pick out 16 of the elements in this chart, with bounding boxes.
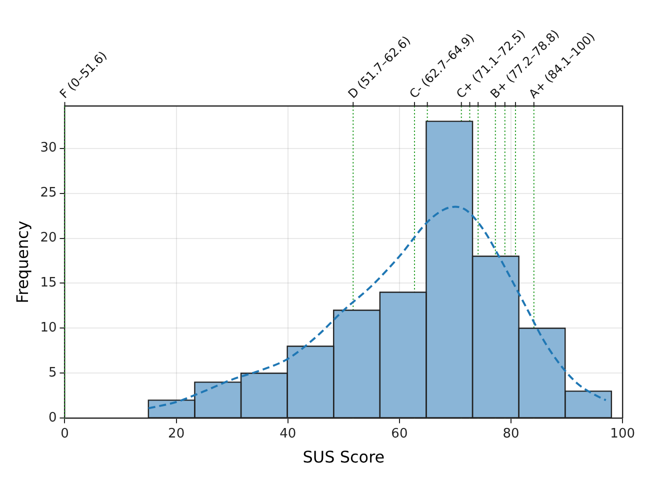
line-series xyxy=(147,206,607,410)
y-tick-label: 30 xyxy=(40,140,57,156)
x-axis-title: SUS Score xyxy=(302,448,385,467)
y-tick-label: 0 xyxy=(48,410,57,426)
x-tick-label: 80 xyxy=(502,426,520,442)
x-tick-label: 60 xyxy=(391,426,408,442)
y-axis-title: Frequency xyxy=(12,220,32,304)
y-tick-label: 15 xyxy=(40,276,57,291)
y-tick-label: 5 xyxy=(48,366,57,381)
y-tick-label: 25 xyxy=(40,186,57,201)
y-tick-label: 10 xyxy=(40,320,57,336)
x-tick-label: 20 xyxy=(168,426,185,442)
x-tick-label: 40 xyxy=(280,426,296,442)
x-tick-label: 100 xyxy=(610,426,636,442)
x-tick-label: 0 xyxy=(60,426,69,442)
y-tick-label: 20 xyxy=(40,230,57,246)
